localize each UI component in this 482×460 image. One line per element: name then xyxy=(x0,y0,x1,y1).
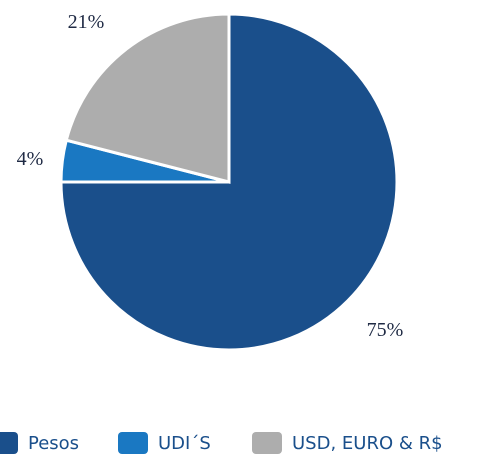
legend-label: UDI´S xyxy=(158,433,211,454)
legend-label: USD, EURO & R$ xyxy=(292,433,443,454)
pie-slice xyxy=(59,12,399,352)
legend-swatch xyxy=(0,432,18,454)
legend-swatch xyxy=(252,432,282,454)
legend-swatch xyxy=(118,432,148,454)
data-label: 21% xyxy=(68,11,105,33)
data-label: 75% xyxy=(367,319,404,341)
pie-slice xyxy=(64,12,231,184)
legend-label: Pesos xyxy=(28,433,79,454)
data-label: 4% xyxy=(17,148,44,170)
